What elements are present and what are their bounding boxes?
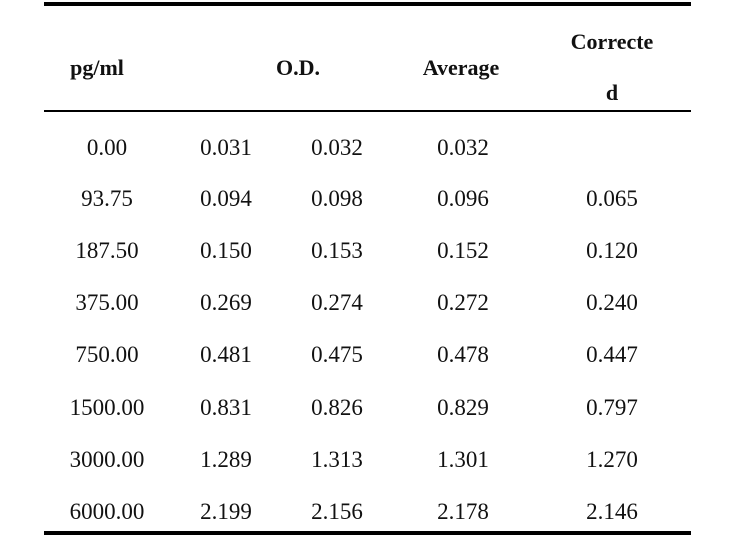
header-rule	[44, 110, 691, 112]
table-bottom-rule	[44, 531, 691, 535]
cell-corrected: 0.120	[586, 238, 638, 263]
cell-concentration: 3000.00	[69, 447, 145, 472]
cell-od-2: 1.313	[311, 447, 363, 472]
cell-corrected: 0.797	[586, 395, 638, 420]
cell-average: 0.829	[437, 395, 489, 420]
cell-concentration: 187.50	[75, 238, 139, 263]
cell-od-2: 2.156	[311, 499, 363, 524]
cell-average: 0.032	[437, 135, 489, 160]
cell-corrected: 0.447	[586, 342, 638, 367]
header-corrected-line2: d	[605, 80, 619, 105]
cell-average: 2.178	[437, 499, 489, 524]
cell-od-1: 0.269	[200, 290, 252, 315]
cell-od-2: 0.274	[311, 290, 363, 315]
cell-od-1: 1.289	[200, 447, 252, 472]
cell-concentration: 6000.00	[69, 499, 145, 524]
cell-concentration: 0.00	[86, 135, 128, 160]
cell-average: 0.478	[437, 342, 489, 367]
cell-corrected: 2.146	[586, 499, 638, 524]
cell-od-2: 0.475	[311, 342, 363, 367]
cell-concentration: 375.00	[75, 290, 139, 315]
cell-average: 1.301	[437, 447, 489, 472]
cell-od-1: 2.199	[200, 499, 252, 524]
cell-concentration: 1500.00	[69, 395, 145, 420]
cell-average: 0.096	[437, 186, 489, 211]
cell-corrected: 1.270	[586, 447, 638, 472]
cell-concentration: 93.75	[81, 186, 133, 211]
cell-od-1: 0.150	[200, 238, 252, 263]
header-corrected-line1: Correcte	[570, 29, 654, 54]
cell-od-2: 0.826	[311, 395, 363, 420]
table-top-rule	[44, 2, 691, 6]
cell-corrected: 0.240	[586, 290, 638, 315]
cell-od-1: 0.094	[200, 186, 252, 211]
cell-corrected: 0.065	[586, 186, 638, 211]
header-concentration: pg/ml	[70, 55, 124, 80]
cell-od-1: 0.481	[200, 342, 252, 367]
cell-od-1: 0.831	[200, 395, 252, 420]
header-average: Average	[422, 55, 500, 80]
cell-average: 0.272	[437, 290, 489, 315]
cell-od-2: 0.098	[311, 186, 363, 211]
cell-concentration: 750.00	[75, 342, 139, 367]
cell-od-2: 0.032	[311, 135, 363, 160]
header-od: O.D.	[276, 55, 320, 80]
cell-average: 0.152	[437, 238, 489, 263]
cell-od-1: 0.031	[200, 135, 252, 160]
cell-od-2: 0.153	[311, 238, 363, 263]
